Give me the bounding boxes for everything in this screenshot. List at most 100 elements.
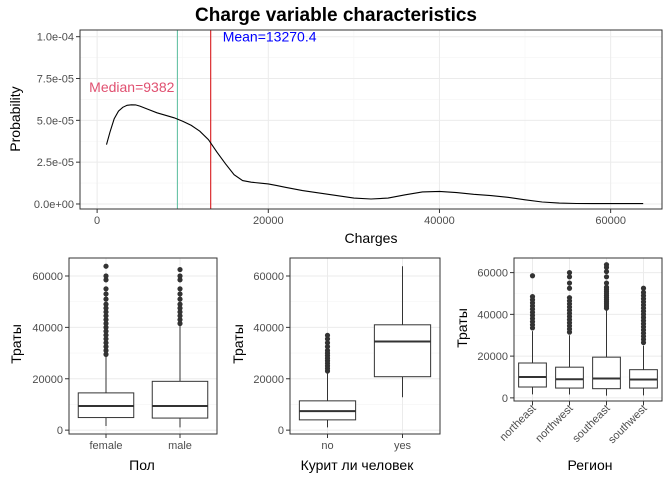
box-y-tick-label: 0: [502, 393, 508, 405]
outlier-point: [324, 344, 331, 350]
outlier-point: [177, 320, 183, 327]
outlier-point: [603, 268, 610, 275]
outlier-point: [103, 336, 109, 342]
box-x-tick-label: female: [89, 440, 122, 452]
boxplot-gender-panel-border: [68, 257, 218, 435]
box-y-tick-label: 20000: [32, 374, 63, 386]
box-x-tick-label: northwest: [533, 403, 575, 445]
density-x-axis-title: Charges: [345, 230, 398, 246]
density-y-tick-label: 0.0e+00: [34, 199, 74, 211]
boxplot-smoker-marks: [298, 266, 432, 428]
outlier-point: [103, 320, 109, 327]
outlier-point: [177, 313, 183, 319]
outlier-point: [177, 286, 183, 292]
outlier-point: [603, 262, 610, 268]
boxplot-smoker-panel-border: [289, 257, 441, 435]
outlier-point: [640, 285, 647, 291]
density-x-tick-label: 20000: [253, 215, 284, 227]
outlier-point: [603, 274, 610, 280]
outlier-point: [566, 274, 573, 280]
box-y-tick-label: 60000: [32, 271, 63, 283]
outlier-point: [324, 347, 331, 354]
density-grid: [80, 30, 662, 209]
outlier-point: [566, 285, 573, 291]
outlier-point: [103, 347, 109, 354]
chart-title: Charge variable characteristics: [195, 5, 477, 26]
outlier-point: [603, 280, 610, 286]
boxplot-gender: female male 0 20000 40000 60000 Пол Траты: [8, 257, 218, 473]
box-y-tick-label: 20000: [253, 374, 284, 386]
boxplot-gender-x-axis-title: Пол: [129, 457, 155, 473]
mean-annotation: Mean=13270.4: [223, 29, 317, 45]
boxplot-smoker-y-ticks: 0 20000 40000 60000: [253, 271, 290, 437]
box-y-tick-label: 60000: [477, 268, 508, 280]
boxplot-smoker-y-axis-title: Траты: [230, 324, 246, 364]
density-x-tick-label: 40000: [424, 215, 455, 227]
box-male: [151, 266, 209, 428]
box-iqr: [555, 366, 584, 389]
outlier-point: [103, 277, 109, 283]
outlier-point: [324, 332, 331, 338]
density-y-tick-label: 7.5e-05: [37, 74, 74, 86]
box-iqr: [151, 380, 209, 419]
box-x-tick-label: male: [168, 440, 192, 452]
outlier-point: [103, 301, 109, 307]
density-x-tick-label: 0: [94, 215, 100, 227]
box-female: [77, 263, 135, 427]
outlier-point: [177, 266, 183, 273]
outlier-point: [103, 296, 109, 302]
outlier-point: [103, 305, 109, 311]
boxplot-region-y-axis-title: Траты: [454, 308, 470, 348]
box-y-tick-label: 40000: [253, 322, 284, 334]
box-iqr: [592, 356, 621, 390]
box-iqr: [373, 324, 432, 378]
outlier-point: [177, 305, 183, 311]
outlier-point: [529, 294, 536, 300]
outlier-point: [566, 295, 573, 301]
density-curve: [105, 104, 644, 205]
box-x-tick-label: northeast: [498, 403, 539, 444]
outlier-point: [103, 324, 109, 330]
outlier-point: [103, 309, 109, 315]
outlier-point: [324, 340, 331, 346]
density-y-axis-title: Probability: [7, 86, 23, 151]
outlier-point: [177, 301, 183, 307]
outlier-point: [103, 317, 109, 323]
outlier-point: [103, 351, 109, 357]
box-no: [298, 332, 357, 428]
boxplot-smoker-x-axis-title: Курит ли человек: [301, 457, 415, 473]
density-annotations: Median=9382 Mean=13270.4: [89, 29, 317, 95]
density-y-ticks: 0.0e+00 2.5e-05 5.0e-05 7.5e-05 1.0e-04: [34, 32, 80, 211]
box-y-tick-label: 40000: [477, 309, 508, 321]
boxplot-gender-x-ticks: female male: [89, 434, 192, 452]
boxplot-region-panel-border: [513, 257, 663, 402]
box-northeast: [518, 273, 547, 395]
outlier-point: [640, 289, 647, 296]
outlier-point: [103, 313, 109, 319]
outlier-point: [566, 270, 573, 276]
outlier-point: [103, 344, 109, 350]
outlier-point: [103, 273, 109, 279]
outlier-point: [103, 286, 109, 292]
median-annotation: Median=9382: [89, 79, 174, 95]
box-iqr: [518, 362, 547, 388]
outlier-point: [324, 336, 331, 342]
outlier-point: [103, 340, 109, 346]
boxplot-gender-y-ticks: 0 20000 40000 60000: [32, 271, 69, 437]
outlier-point: [177, 273, 183, 279]
box-yes: [373, 266, 432, 398]
density-chart: Charge variable characteristics Median=9…: [7, 5, 663, 246]
outlier-point: [103, 263, 109, 269]
boxplot-region-y-ticks: 0 20000 40000 60000: [477, 268, 514, 405]
density-y-tick-label: 2.5e-05: [37, 157, 74, 169]
box-y-tick-label: 0: [57, 425, 63, 437]
outlier-point: [603, 284, 610, 290]
box-y-tick-label: 0: [278, 425, 284, 437]
density-x-tick-label: 60000: [595, 215, 626, 227]
box-y-tick-label: 20000: [477, 351, 508, 363]
density-y-tick-label: 5.0e-05: [37, 115, 74, 127]
outlier-point: [177, 309, 183, 315]
